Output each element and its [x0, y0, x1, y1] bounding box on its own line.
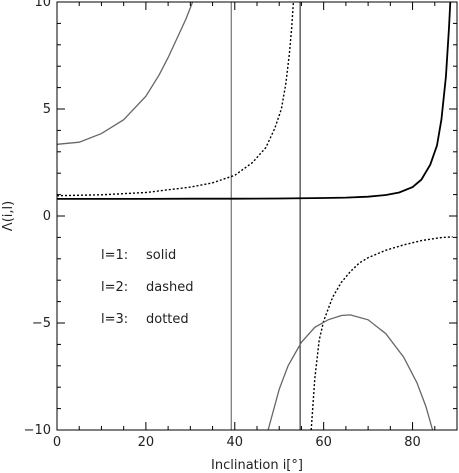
series-curve-5 — [267, 314, 434, 430]
series-curve-4 — [57, 2, 194, 145]
y-axis-label: Λ(i,l) — [1, 201, 16, 231]
series-curve-1 — [57, 2, 452, 200]
x-tick-label-80: 80 — [404, 435, 421, 450]
y-tick-label-10: 10 — [34, 0, 51, 10]
legend: l=1: solid l=2: dashed l=3: dotted — [101, 248, 193, 327]
x-axis-label: Inclination i[°] — [211, 458, 303, 473]
series-curve-2 — [57, 2, 295, 197]
x-tick-label-20: 20 — [138, 435, 155, 450]
y-tick-label-5: 5 — [43, 102, 51, 117]
y-tick-label--10: −10 — [24, 423, 51, 438]
legend-entry-1: l=1: — [101, 248, 128, 263]
x-tick-label-0: 0 — [53, 435, 61, 450]
legend-entry-3: l=3: — [101, 312, 128, 327]
x-tick-label-60: 60 — [315, 435, 332, 450]
series-curve-3 — [310, 236, 453, 430]
legend-entry-2: l=2: — [101, 280, 128, 295]
x-tick-label-40: 40 — [227, 435, 244, 450]
y-tick-label-0: 0 — [43, 209, 51, 224]
legend-entry-2-style: dashed — [146, 280, 193, 295]
y-tick-label--5: −5 — [32, 316, 51, 331]
legend-entry-1-style: solid — [146, 248, 176, 263]
plot-frame — [56, 1, 458, 431]
legend-entry-3-style: dotted — [146, 312, 189, 327]
